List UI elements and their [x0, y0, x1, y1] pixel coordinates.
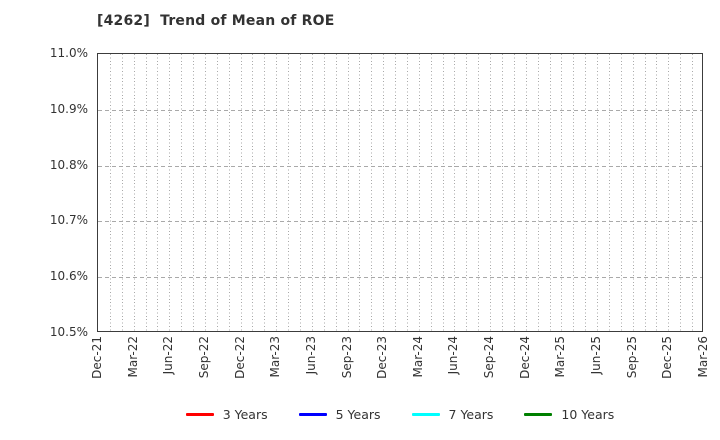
vertical-gridline	[121, 54, 123, 331]
x-tick-label: Jun-25	[589, 336, 604, 375]
x-tick-label: Mar-24	[410, 336, 425, 378]
vertical-gridline	[668, 54, 670, 331]
horizontal-gridline	[98, 165, 702, 167]
vertical-gridline	[561, 54, 563, 331]
x-tick-label: Mar-23	[268, 336, 283, 378]
x-tick-label: Sep-24	[482, 336, 497, 379]
x-tick-label: Mar-26	[696, 336, 710, 378]
y-tick-label: 10.9%	[49, 101, 88, 116]
vertical-gridline	[252, 54, 254, 331]
vertical-gridline	[466, 54, 468, 331]
horizontal-gridline	[98, 221, 702, 223]
legend-label: 5 Years	[335, 406, 381, 422]
y-tick-label: 10.8%	[49, 157, 88, 172]
vertical-gridline	[513, 54, 515, 331]
x-tick-label: Jun-23	[303, 336, 318, 375]
legend-label: 10 Years	[561, 406, 615, 422]
x-tick-label: Dec-22	[232, 336, 247, 379]
vertical-gridline	[525, 54, 527, 331]
vertical-gridline	[311, 54, 313, 331]
vertical-gridline	[264, 54, 266, 331]
x-tick-label: Jun-22	[161, 336, 176, 375]
vertical-gridline	[181, 54, 183, 331]
legend-line-swatch	[524, 412, 553, 416]
horizontal-gridline	[98, 109, 702, 111]
vertical-gridline	[383, 54, 385, 331]
legend: 3 Years 5 Years 7 Years 10 Years	[97, 403, 703, 425]
vertical-gridline	[573, 54, 575, 331]
chart-title: [4262] Trend of Mean of ROE	[97, 13, 335, 29]
vertical-gridline	[680, 54, 682, 331]
vertical-gridline	[597, 54, 599, 331]
x-tick-label: Sep-22	[196, 336, 211, 379]
vertical-gridline	[204, 54, 206, 331]
vertical-gridline	[608, 54, 610, 331]
legend-label: 3 Years	[222, 406, 268, 422]
vertical-gridline	[478, 54, 480, 331]
horizontal-gridline	[98, 277, 702, 279]
legend-line-swatch	[298, 412, 327, 416]
y-tick-label: 10.5%	[49, 325, 88, 339]
vertical-gridline	[692, 54, 694, 331]
legend-line-swatch	[411, 412, 440, 416]
legend-label: 7 Years	[448, 406, 494, 422]
vertical-gridline	[359, 54, 361, 331]
vertical-gridline	[395, 54, 397, 331]
x-tick-label: Mar-25	[553, 336, 568, 378]
vertical-gridline	[216, 54, 218, 331]
vertical-gridline	[371, 54, 373, 331]
x-tick-label: Dec-25	[660, 336, 675, 379]
vertical-gridline	[406, 54, 408, 331]
vertical-gridline	[335, 54, 337, 331]
y-tick-label: 10.7%	[49, 213, 88, 228]
vertical-gridline	[644, 54, 646, 331]
x-tick-label: Sep-25	[624, 336, 639, 379]
legend-item-5-years: 5 Years	[298, 406, 381, 422]
plot-area	[97, 53, 703, 332]
vertical-gridline	[656, 54, 658, 331]
vertical-gridline	[323, 54, 325, 331]
vertical-gridline	[418, 54, 420, 331]
vertical-gridline	[300, 54, 301, 331]
vertical-gridline	[228, 54, 230, 331]
vertical-gridline	[276, 54, 278, 331]
vertical-gridline	[109, 54, 111, 331]
vertical-gridline	[133, 54, 135, 331]
x-tick-label: Sep-23	[339, 336, 354, 379]
vertical-gridline	[288, 54, 290, 331]
legend-item-3-years: 3 Years	[185, 406, 268, 422]
x-tick-label: Dec-23	[375, 336, 390, 379]
x-tick-label: Dec-24	[517, 336, 532, 379]
vertical-gridline	[585, 54, 587, 331]
vertical-gridline	[157, 54, 159, 331]
vertical-gridline	[442, 54, 444, 331]
vertical-gridline	[537, 54, 539, 331]
vertical-gridline	[169, 54, 171, 331]
vertical-gridline	[620, 54, 622, 331]
y-tick-label: 10.6%	[49, 269, 88, 284]
x-tick-label: Mar-22	[125, 336, 140, 378]
vertical-gridline	[347, 54, 349, 331]
vertical-gridline	[240, 54, 242, 331]
legend-item-7-years: 7 Years	[411, 406, 494, 422]
legend-line-swatch	[185, 412, 214, 416]
vertical-gridline	[454, 54, 456, 331]
vertical-gridline	[549, 54, 551, 331]
vertical-gridline	[430, 54, 432, 331]
vertical-gridline	[145, 54, 147, 331]
y-tick-label: 11.0%	[49, 46, 88, 60]
vertical-gridline	[490, 54, 492, 331]
legend-item-10-years: 10 Years	[524, 407, 614, 422]
x-tick-label: Dec-21	[90, 336, 104, 379]
vertical-gridline	[502, 54, 503, 331]
vertical-gridline	[632, 54, 634, 331]
x-tick-label: Jun-24	[446, 336, 461, 375]
vertical-gridline	[193, 54, 195, 331]
